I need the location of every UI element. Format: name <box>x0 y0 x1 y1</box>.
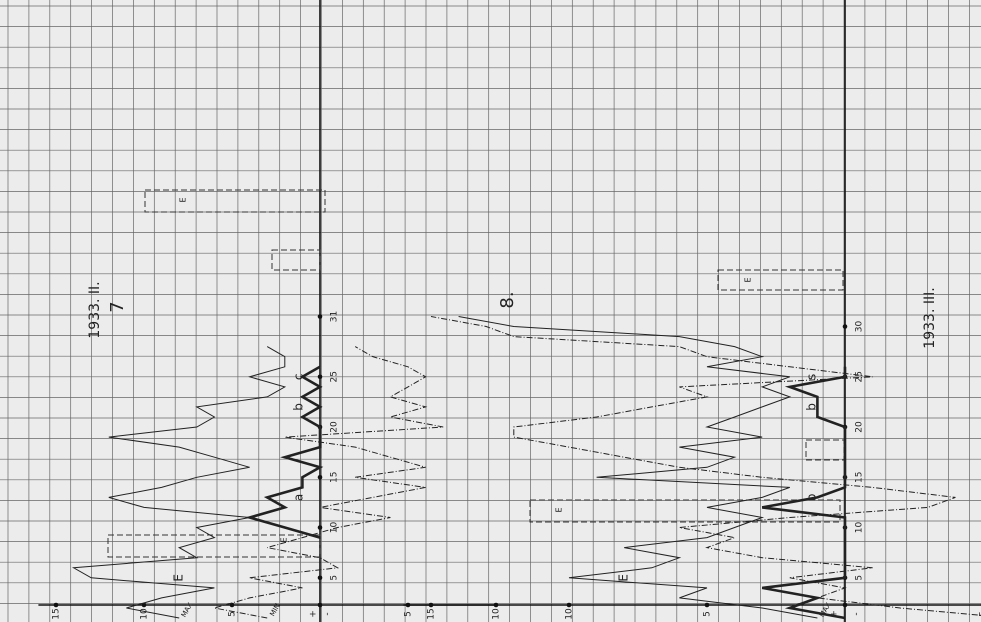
day-tick-label: 10 <box>855 522 865 534</box>
day-tick-label: 20 <box>855 421 865 433</box>
precipitation-bar <box>717 269 844 291</box>
annotation: E <box>172 574 186 582</box>
axes <box>38 0 981 622</box>
annotation: a <box>291 494 305 501</box>
value-tick-label: 15 <box>427 608 437 619</box>
value-tick-label: - <box>852 612 862 615</box>
series-line-min <box>214 346 444 619</box>
value-tick <box>53 602 59 608</box>
panel-number: 8. <box>497 291 518 308</box>
value-tick-label: - <box>323 612 333 615</box>
value-tick-label: 5 <box>404 611 414 617</box>
day-tick-label: 5 <box>330 575 340 581</box>
day-tick-label: 15 <box>330 472 340 483</box>
panel-7-series <box>71 346 444 619</box>
day-tick <box>317 374 323 380</box>
day-tick-label: 25 <box>330 371 340 382</box>
value-tick-label: 10 <box>492 608 502 620</box>
day-tick-label: 20 <box>330 421 340 433</box>
precipitation-bar <box>271 249 321 271</box>
series-line-precip <box>244 365 324 539</box>
panel-8-series <box>430 316 981 620</box>
value-tick <box>428 602 434 608</box>
day-tick-label: 31 <box>330 311 340 322</box>
annotation: c <box>291 373 305 380</box>
value-tick-label: 5 <box>703 611 713 617</box>
value-tick-label: + <box>829 610 839 618</box>
day-tick-label: 30 <box>855 321 865 333</box>
series-line-max <box>71 346 287 619</box>
precipitation-bar <box>805 439 845 461</box>
value-tick-label: 5 <box>979 611 981 617</box>
panel-period: 1933. III. <box>922 287 938 348</box>
value-tick <box>704 602 710 608</box>
value-tick-label: 10 <box>140 608 150 620</box>
value-tick-label: + <box>308 610 318 618</box>
annotation: b <box>291 403 305 411</box>
value-tick <box>842 602 848 608</box>
series-line-max <box>458 316 818 619</box>
precipitation-type-label: E <box>555 507 564 512</box>
panel-number: 7 <box>107 301 128 312</box>
day-tick <box>317 575 323 581</box>
precipitation-type-label: E <box>280 537 289 542</box>
series-line-precip <box>761 366 847 620</box>
value-tick <box>229 602 235 608</box>
annotation: s <box>804 374 818 380</box>
panel-period: 1933. II. <box>87 281 103 338</box>
day-tick <box>317 314 323 319</box>
annotation: b <box>804 403 818 411</box>
value-tick <box>566 602 572 608</box>
day-tick-label: 25 <box>855 371 865 382</box>
value-tick-label: 10 <box>565 608 575 620</box>
series-line-min <box>430 316 981 616</box>
day-tick-label: 5 <box>855 575 865 581</box>
value-tick-label: 5 <box>228 611 238 617</box>
day-tick <box>317 525 323 530</box>
annotation: b <box>804 494 818 502</box>
value-tick <box>317 602 323 608</box>
day-tick <box>842 324 848 329</box>
day-tick-label: 15 <box>855 472 865 483</box>
precipitation-bar <box>144 189 326 213</box>
day-tick-label: 10 <box>330 522 340 534</box>
precipitation-type-label: E <box>179 197 188 202</box>
precipitation-type-label: E <box>744 277 753 282</box>
precipitation-bar <box>529 499 841 523</box>
value-tick-label: 15 <box>52 608 62 619</box>
value-tick <box>141 602 147 608</box>
annotation: E <box>617 574 631 582</box>
day-tick <box>317 475 323 480</box>
